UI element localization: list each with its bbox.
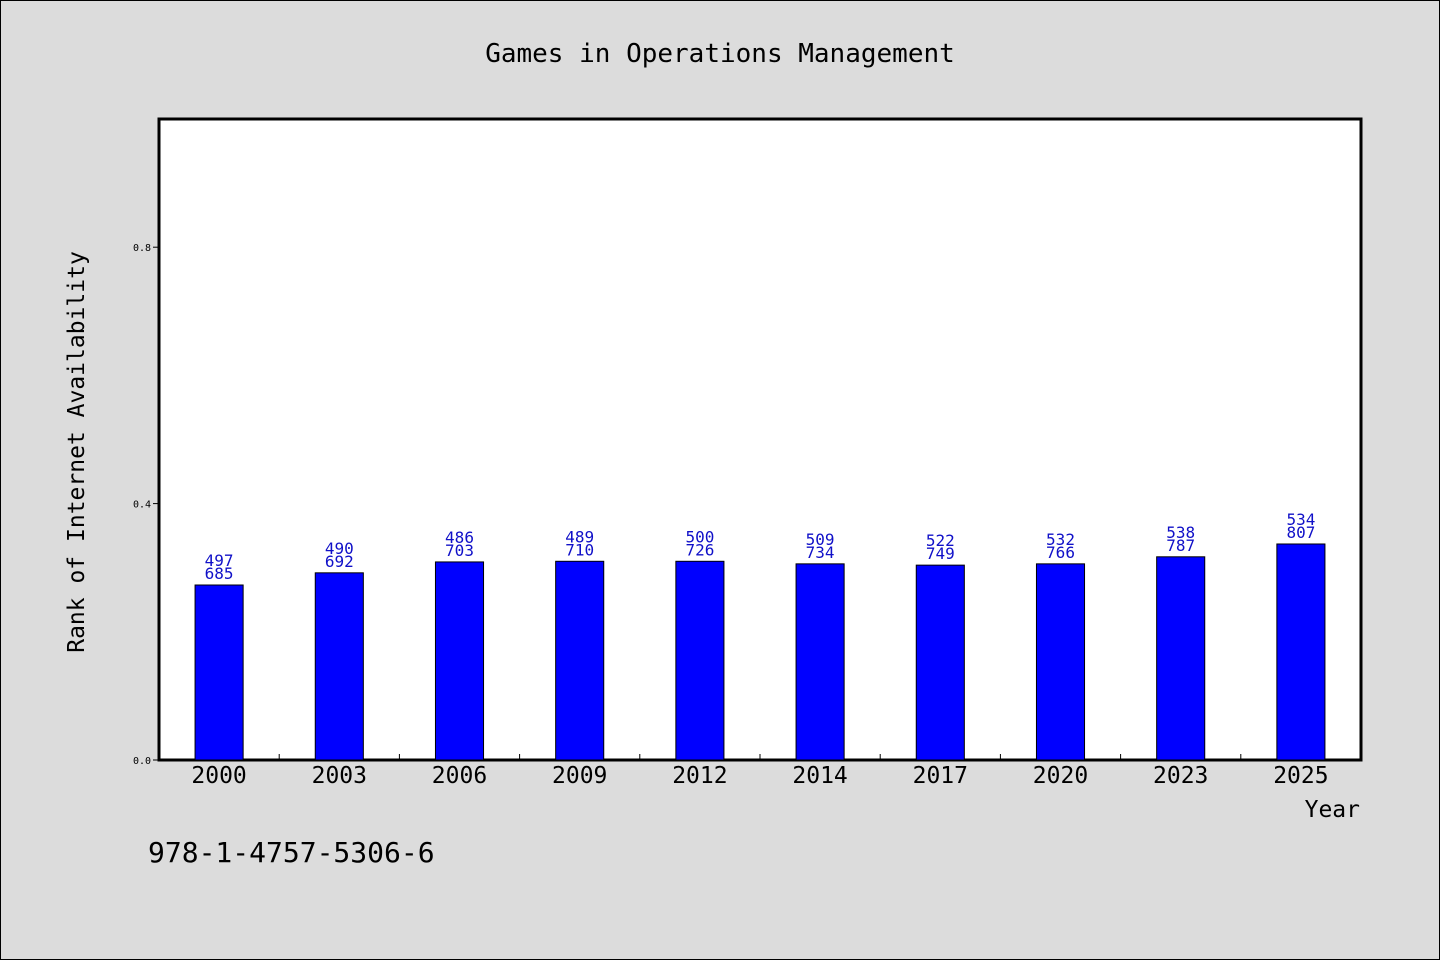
chart-title: Games in Operations Management: [485, 39, 955, 69]
bar-label-top: 532: [1046, 530, 1075, 549]
bar-label-bottom: 749: [926, 544, 955, 563]
bar-label-top: 489: [565, 527, 594, 546]
footer-code: 978-1-4757-5306-6: [148, 836, 435, 869]
bar-labels: 4976854906924867034897105007265097345227…: [205, 510, 1316, 583]
bar-label-bottom: 685: [205, 564, 234, 583]
bar: [194, 584, 244, 761]
bar-label-bottom: 766: [1046, 543, 1075, 562]
x-tick-label: 2014: [792, 763, 847, 789]
bar-label-top: 500: [685, 527, 714, 546]
bar: [675, 560, 725, 761]
bar-label-bottom: 692: [325, 552, 354, 571]
x-axis: 2000 2003 2006 2009 2012 2014 2017 2020 2023 2025: [191, 754, 1329, 789]
bar-label-bottom: 726: [685, 540, 714, 559]
bar-label-top: 490: [325, 539, 354, 558]
x-tick-label: 2012: [672, 763, 727, 789]
bar-label-top: 509: [806, 530, 835, 549]
x-tick-label: 2020: [1033, 763, 1088, 789]
x-tick-label: 2025: [1273, 763, 1328, 789]
bar: [1276, 543, 1326, 761]
x-tick-label: 2017: [913, 763, 968, 789]
bar-label-bottom: 710: [565, 540, 594, 559]
bar-series: [194, 543, 1326, 761]
bar-label-top: 534: [1286, 510, 1315, 529]
x-tick-label: 2003: [312, 763, 367, 789]
y-axis: 0.0 0.4 0.8: [133, 243, 159, 767]
bar-label-top: 538: [1166, 523, 1195, 542]
x-tick-label: 2006: [432, 763, 487, 789]
bar: [555, 560, 605, 761]
bar-label-bottom: 703: [445, 541, 474, 560]
y-tick-label: 0.0: [133, 756, 151, 767]
bar-label-bottom: 734: [806, 543, 835, 562]
x-axis-label: Year: [1305, 797, 1360, 823]
bar-label-bottom: 787: [1166, 536, 1195, 555]
x-tick-label: 2023: [1153, 763, 1208, 789]
bar-label-top: 497: [205, 551, 234, 570]
bar: [314, 572, 364, 761]
bar-label-top: 522: [926, 531, 955, 550]
bar: [795, 563, 845, 761]
bar: [915, 564, 965, 761]
x-tick-label: 2000: [191, 763, 246, 789]
bar: [434, 561, 485, 761]
bar-label-top: 486: [445, 528, 474, 547]
y-tick-label: 0.8: [133, 243, 151, 254]
bar: [1035, 563, 1086, 761]
bar: [1156, 556, 1206, 761]
bar-label-bottom: 807: [1286, 523, 1315, 542]
y-tick-label: 0.4: [133, 500, 151, 511]
x-tick-label: 2009: [552, 763, 607, 789]
y-axis-label: Rank of Internet Availability: [64, 251, 90, 653]
